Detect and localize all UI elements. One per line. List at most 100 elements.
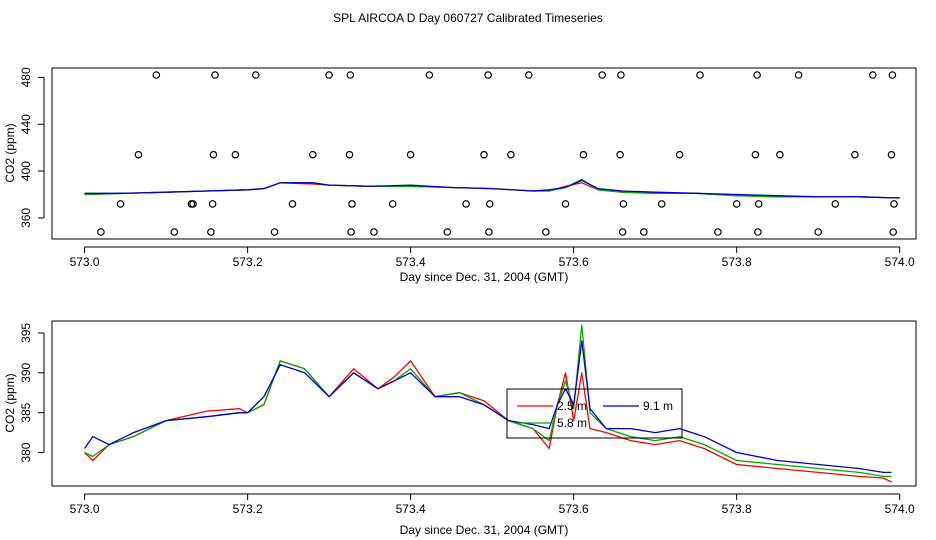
calibration-point [170,228,179,236]
top-x-tick-label: 573.4 [396,255,426,269]
calibration-point [561,200,570,208]
bottom-x-axis: 573.0 573.2 573.4 573.6 573.8 574.0 [70,493,915,516]
top-scatter-points [97,71,898,236]
legend-label-2-5m: 2.5 m [557,399,587,413]
top-y-tick-label: 480 [19,67,33,87]
calibration-point [619,200,628,208]
calibration-point [507,150,515,159]
calibration-point [639,228,648,236]
calibration-point [732,200,741,208]
calibration-point [617,71,625,79]
bottom-y-axis-label: CO2 (ppm) [3,373,17,432]
bottom-y-axis: 380 385 390 395 [19,323,45,463]
top-x-tick-label: 573.2 [233,255,263,269]
calibration-point [831,200,840,208]
top-x-axis-label: Day since Dec. 31, 2004 (GMT) [400,270,569,284]
calibration-point [345,150,354,159]
calibration-point [485,200,494,208]
calibration-point [116,200,125,208]
top-plot-frame [51,67,917,240]
calibration-point [887,150,896,159]
top-x-tick-label: 574.0 [885,255,915,269]
calibration-point [524,71,533,79]
calibration-point [288,200,297,208]
bottom-series-lines [84,324,892,483]
calibration-point [97,228,105,236]
bottom-x-tick-label: 573.8 [722,502,752,516]
legend-box [506,388,683,439]
calibration-point [209,150,218,159]
top-panel: 573.0 573.2 573.4 573.6 573.8 574.0 360 400 440… [3,67,917,284]
calibration-point [598,71,607,79]
calibration-point [252,71,260,79]
calibration-point [714,228,722,236]
calibration-point [348,200,356,208]
calibration-point [134,150,143,159]
bottom-x-tick-label: 574.0 [885,502,915,516]
calibration-point [462,200,470,208]
bottom-x-tick-label: 573.6 [559,502,589,516]
bottom-y-tick-label: 395 [19,323,33,343]
calibration-point [370,228,378,236]
bottom-series-line-5-8-m [84,324,892,478]
top-y-axis-label: CO2 (ppm) [3,123,17,182]
bottom-y-tick-label: 390 [19,362,33,382]
bottom-x-tick-label: 573.2 [233,502,263,516]
calibration-point [152,71,161,79]
calibration-point [657,200,666,208]
bottom-x-tick-label: 573.0 [70,502,100,516]
bottom-series-line-2-5-m [84,360,892,483]
calibration-point [406,150,415,159]
calibration-point [542,228,550,236]
bottom-x-tick-label: 573.4 [396,502,426,516]
calibration-point [890,200,898,208]
calibration-point [485,228,493,236]
calibration-point [207,228,215,236]
calibration-point [814,228,823,236]
calibration-point [868,71,877,79]
calibration-point [189,200,197,208]
top-series-line-9-1-m [84,179,900,199]
calibration-point [443,228,452,236]
legend: 2.5 m 9.1 m 5.8 m [506,388,683,439]
bottom-y-tick-label: 380 [19,442,33,462]
calibration-point [753,71,761,79]
calibration-point [388,200,397,208]
calibration-point [889,228,898,236]
bottom-y-tick-label: 385 [19,402,33,422]
calibration-point [347,228,355,236]
calibration-point [425,71,434,79]
calibration-point [308,150,317,159]
calibration-point [208,200,217,208]
legend-label-5-8m: 5.8 m [557,416,587,430]
calibration-point [270,228,279,236]
calibration-point [325,71,333,79]
bottom-series-line-9-1-m [84,340,892,474]
top-y-tick-label: 360 [19,208,33,228]
calibration-point [346,71,355,79]
calibration-point [231,150,240,159]
calibration-point [618,228,627,236]
calibration-point [794,71,803,79]
calibration-point [696,71,704,79]
calibration-point [484,71,492,79]
calibration-point [776,150,784,159]
calibration-point [480,150,488,159]
calibration-point [675,150,684,159]
top-series-lines [84,178,900,199]
bottom-x-axis-label: Day since Dec. 31, 2004 (GMT) [400,523,569,537]
legend-label-9-1m: 9.1 m [643,399,673,413]
bottom-panel: 573.0 573.2 573.4 573.6 573.8 574.0 380 385 390… [3,320,917,537]
chart-title: SPL AIRCOA D Day 060727 Calibrated Times… [333,11,603,25]
top-y-tick-label: 400 [19,161,33,181]
top-x-tick-label: 573.6 [559,255,589,269]
calibration-point [616,150,624,159]
bottom-plot-frame [51,320,917,487]
calibration-point [754,228,762,236]
top-x-axis: 573.0 573.2 573.4 573.6 573.8 574.0 [70,246,915,269]
calibration-point [754,200,763,208]
calibration-point [888,71,897,79]
calibration-point [751,150,760,159]
top-y-tick-label: 440 [19,114,33,134]
